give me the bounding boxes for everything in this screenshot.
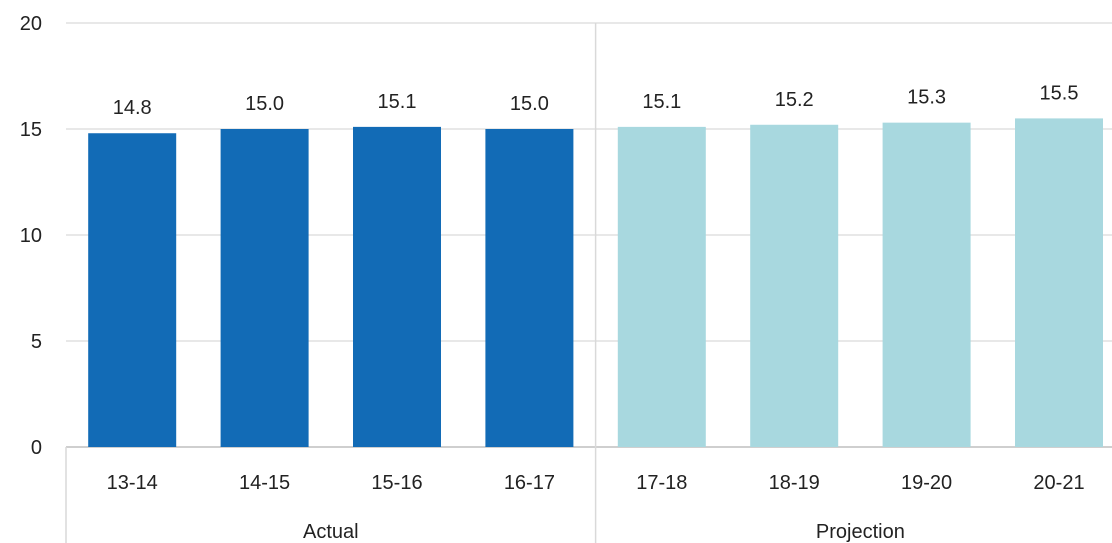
x-tick-label: 20-21: [1033, 472, 1084, 494]
data-label: 15.5: [1040, 82, 1079, 104]
data-label: 15.1: [378, 91, 417, 113]
bar: [617, 126, 706, 447]
x-tick-label: 16-17: [504, 472, 555, 494]
x-tick-label: 18-19: [769, 472, 820, 494]
x-tick-label: 13-14: [107, 472, 158, 494]
bar: [353, 126, 441, 447]
group-label: Projection: [816, 521, 905, 543]
data-label: 15.1: [642, 91, 681, 113]
data-label: 15.3: [907, 87, 946, 109]
data-label: 15.0: [510, 93, 549, 115]
bar: [882, 122, 971, 447]
x-axis-ticks: 13-14 14-15 15-16 16-17 17-18 18-19 19-20 20-21: [107, 472, 1085, 494]
y-axis-ticks: 0 5 10 15 20: [20, 13, 42, 459]
group-label: Actual: [303, 521, 359, 543]
data-label: 14.8: [113, 97, 152, 119]
y-tick-label: 20: [20, 13, 42, 35]
bar: [750, 124, 839, 447]
y-tick-label: 0: [31, 437, 42, 459]
category-groups: Actual Projection: [65, 23, 905, 543]
y-tick-label: 10: [20, 225, 42, 247]
x-tick-label: 14-15: [239, 472, 290, 494]
data-labels: 14.8 15.0 15.1 15.0 15.1 15.2 15.3 15.5: [113, 82, 1079, 119]
x-tick-label: 17-18: [636, 472, 687, 494]
bar: [1015, 118, 1103, 448]
x-tick-label: 15-16: [371, 472, 422, 494]
x-tick-label: 19-20: [901, 472, 952, 494]
y-tick-label: 5: [31, 331, 42, 353]
bars: [88, 118, 1103, 448]
data-label: 15.2: [775, 89, 814, 111]
y-tick-label: 15: [20, 119, 42, 141]
data-label: 15.0: [245, 93, 284, 115]
bar: [220, 129, 309, 447]
bar: [485, 129, 574, 447]
bar: [88, 133, 177, 448]
